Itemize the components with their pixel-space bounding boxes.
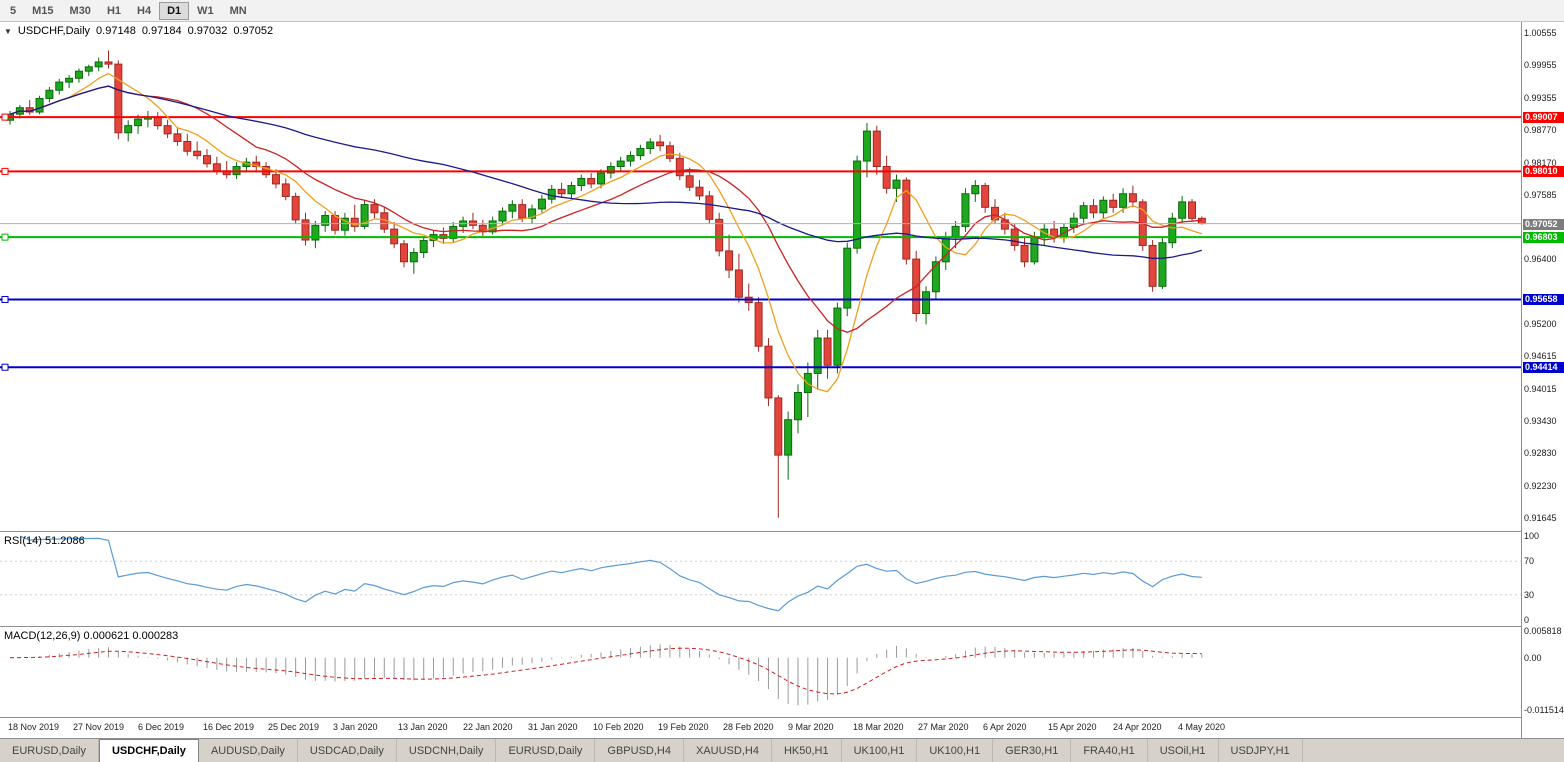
chart-symbol-label: USDCHF,Daily [17,25,91,37]
macd-tick: 0.00 [1524,653,1542,663]
timeframe-w1[interactable]: W1 [197,4,214,17]
tab-usdcad-daily[interactable]: USDCAD,Daily [298,739,397,762]
tab-usoil-h1[interactable]: USOil,H1 [1148,739,1219,762]
ohlc-open: 0.97148 [96,25,136,37]
price-tick: 0.96400 [1524,254,1557,264]
price-tick: 0.98770 [1524,125,1557,135]
date-label: 18 Nov 2019 [8,722,60,732]
date-label: 4 May 2020 [1178,722,1226,732]
date-label: 16 Dec 2019 [203,722,255,732]
tab-usdchf-daily[interactable]: USDCHF,Daily [98,739,199,762]
date-label: 18 Mar 2020 [853,722,904,732]
tab-usdcnh-daily[interactable]: USDCNH,Daily [397,739,497,762]
rsi-tick: 0 [1524,615,1530,625]
main-chart-canvas[interactable] [0,22,1521,531]
tab-gbpusd-h4[interactable]: GBPUSD,H4 [595,739,684,762]
ohlc-close: 0.97052 [233,25,274,37]
rsi-tick: 100 [1524,531,1540,541]
chart-ohlc-header: ▼ USDCHF,Daily 0.97148 0.97184 0.97032 0.9705… [4,25,279,37]
hline-price-label: 0.96803 [1523,232,1564,243]
chart-tabs: EURUSD,Daily USDCHF,Daily AUDUSD,Daily USDC… [0,738,1564,762]
hline-price-label: 0.99007 [1523,112,1564,123]
pane-separator [0,717,1564,718]
chart-area[interactable]: ▼ USDCHF,Daily 0.97148 0.97184 0.97032 0.9705… [0,22,1564,738]
tab-uk100-h1[interactable]: UK100,H1 [842,739,918,762]
price-tick: 0.97585 [1524,190,1557,200]
date-label: 10 Feb 2020 [593,722,644,732]
date-label: 27 Nov 2019 [73,722,125,732]
price-tick: 0.91645 [1524,513,1557,523]
timeframe-h4[interactable]: H4 [137,4,152,17]
tab-ger30-h1[interactable]: GER30,H1 [993,739,1072,762]
rsi-header: RSI(14) 51.2086 [4,535,85,547]
price-axis: 1.00555 0.99955 0.99355 0.98770 0.98170 0.975… [1521,22,1564,738]
tab-hk50-h1[interactable]: HK50,H1 [772,739,842,762]
price-tick: 1.00555 [1524,28,1557,38]
price-tick: 0.99955 [1524,60,1557,70]
date-label: 28 Feb 2020 [723,722,774,732]
date-label: 3 Jan 2020 [333,722,378,732]
current-price-label: 0.97052 [1523,219,1564,230]
timeframe-h1[interactable]: H1 [106,4,121,17]
tab-eurusd-daily[interactable]: EURUSD,Daily [496,739,596,762]
ohlc-high: 0.97184 [141,25,182,37]
price-tick: 0.99355 [1524,93,1557,103]
macd-indicator-canvas[interactable] [0,627,1521,717]
collapse-icon[interactable]: ▼ [4,27,12,36]
pane-separator[interactable] [0,531,1564,532]
date-label: 27 Mar 2020 [918,722,969,732]
tab-fra40-h1[interactable]: FRA40,H1 [1071,739,1148,762]
price-tick: 0.94615 [1524,351,1557,361]
date-label: 6 Dec 2019 [138,722,185,732]
timeframe-5[interactable]: 5 [10,4,17,17]
tab-eurusd-daily[interactable]: EURUSD,Daily [0,739,99,762]
rsi-tick: 30 [1524,590,1535,600]
date-axis: 18 Nov 2019 27 Nov 2019 6 Dec 2019 16 Dec 2… [0,718,1521,738]
date-label: 15 Apr 2020 [1048,722,1097,732]
timeframe-m15[interactable]: M15 [32,4,54,17]
date-label: 13 Jan 2020 [398,722,448,732]
price-tick: 0.93430 [1524,416,1557,426]
date-label: 31 Jan 2020 [528,722,578,732]
price-tick: 0.92830 [1524,448,1557,458]
hline-price-label: 0.95658 [1523,294,1564,305]
ohlc-low: 0.97032 [187,25,228,37]
hline-price-label: 0.94414 [1523,362,1564,373]
macd-header: MACD(12,26,9) 0.000621 0.000283 [4,630,179,642]
timeframe-m30[interactable]: M30 [69,4,91,17]
price-tick: 0.98170 [1524,158,1557,168]
price-tick: 0.92230 [1524,481,1557,491]
macd-tick: -0.011514 [1524,705,1564,715]
date-label: 25 Dec 2019 [268,722,320,732]
date-label: 6 Apr 2020 [983,722,1027,732]
price-tick: 0.94015 [1524,384,1557,394]
tab-usdjpy-h1[interactable]: USDJPY,H1 [1219,739,1303,762]
date-label: 22 Jan 2020 [463,722,513,732]
tab-uk100-h1[interactable]: UK100,H1 [917,739,994,762]
tab-xauusd-h4[interactable]: XAUUSD,H4 [684,739,772,762]
tab-audusd-daily[interactable]: AUDUSD,Daily [199,739,298,762]
timeframe-toolbar: 5 M15 M30 H1 H4 D1 W1 MN [0,0,1564,22]
date-label: 9 Mar 2020 [788,722,834,732]
date-label: 19 Feb 2020 [658,722,709,732]
date-label: 24 Apr 2020 [1113,722,1162,732]
timeframe-d1[interactable]: D1 [159,1,190,20]
rsi-tick: 70 [1524,556,1535,566]
hline-price-label: 0.98010 [1523,166,1564,177]
price-tick: 0.95200 [1524,319,1557,329]
timeframe-mn[interactable]: MN [229,4,247,17]
macd-tick: 0.005818 [1524,626,1562,636]
rsi-indicator-canvas[interactable] [0,532,1521,626]
pane-separator[interactable] [0,626,1564,627]
